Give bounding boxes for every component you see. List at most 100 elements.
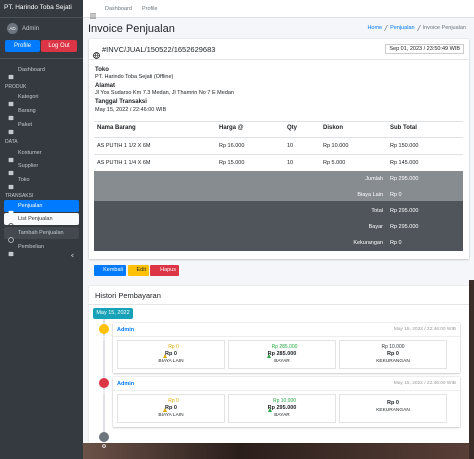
menu-label: Toko [18,177,30,183]
breadcrumb-item[interactable]: Penjualan [390,25,415,31]
stat-label: BIAYA LAIN [158,413,184,418]
stat-box: Rp 10.000 Rp 295.000 BAYAR [228,394,336,423]
field-value: PT. Harindo Toba Sejati (Offline) [95,74,174,80]
stat-label: KEKURANGAN [376,359,410,364]
menu-item[interactable]: Penjualan [4,200,79,217]
menu-item[interactable]: List Penjualan [4,213,79,229]
menu-icon [8,108,14,121]
menu-item[interactable]: Barang [4,105,79,121]
stat-value: Rp 0 [165,351,177,357]
menu-header: DATA [5,139,18,145]
menu-label: List Penjualan [18,216,53,222]
menu-item[interactable]: Toko [4,174,79,190]
table-cell: Rp 15.000 [219,160,245,166]
action-button[interactable]: Hapus [150,265,179,276]
chevron [70,204,75,217]
stat-change-row: Rp 10.000 [340,344,446,350]
timeline-icon-glyph [102,435,106,448]
breadcrumb-separator [384,24,388,32]
menu-label: Supplier [18,163,39,169]
menu-item[interactable]: Supplier [4,160,79,176]
avatar: AD [7,23,18,34]
stat-value: Rp 0 [387,351,399,357]
globe-icon [93,46,100,59]
stat-label: BIAYA LAIN [158,359,184,364]
change-arrow [163,399,168,412]
summary-label: Jumlah [365,176,383,182]
menu-item[interactable]: Kategori [4,91,79,107]
menu-item[interactable]: Pembelian [4,241,79,258]
timeline-icon-glyph [102,381,106,394]
menu-icon-svg [8,237,14,243]
summary-value: Rp 295.000 [390,224,419,230]
invoice-date: Sep 01, 2023 / 23:50:49 WIB [385,44,464,54]
summary-value: Rp 0 [390,240,402,246]
stat-change: Rp 0 [168,398,179,404]
menu-icon [8,122,14,135]
field-label: Tanggal Transaksi [95,99,147,105]
globe-icon-svg [93,52,100,59]
menu-icon [8,150,14,163]
stat-value: Rp 0 [387,400,399,406]
arrow-svg [163,408,168,412]
table-border [94,154,463,155]
stat-label: BAYAR [274,413,290,418]
menu-icon [8,244,14,257]
entry-time: May 15, 2022 / 22:46:00 WIB [393,327,456,332]
stat-value: Rp 295.000 [267,405,297,411]
menu-icon-svg [8,115,14,121]
menu-icon-svg [8,170,14,176]
logout-button[interactable]: Log Out [41,40,77,52]
breadcrumb-item[interactable]: Home [367,25,383,31]
stat-change: Rp 0 [168,344,179,350]
change-arrow [163,345,168,358]
timeline-icon [99,324,109,340]
nav-link[interactable]: Profile [142,6,158,12]
nav-link[interactable]: Dashboard [105,6,132,12]
entry-user[interactable]: Admin [117,327,135,333]
arrow-svg [266,354,271,358]
chevron [70,245,75,258]
stat-box: Rp 285.000 Rp 285.000 BAYAR [228,340,336,369]
stat-box: Rp 10.000 Rp 0 KEKURANGAN [339,340,447,369]
table-cell: Rp 150.000 [390,143,419,149]
table-cell: Rp 5.000 [323,160,346,166]
timeline-icon-glyph-svg [102,390,106,394]
stat-box: Rp 0 KEKURANGAN [339,394,447,423]
profile-button[interactable]: Profile [5,40,40,52]
stat-change-row: Rp 10.000 [229,398,335,412]
stat-box: Rp 0 Rp 0 BIAYA LAIN [117,394,225,423]
menu-item[interactable]: Paket [4,119,79,135]
summary-label: Bayar [368,224,383,230]
breadcrumb-separator [416,24,421,32]
menu-toggle-svg [90,13,96,19]
action-button[interactable]: Edit [128,265,149,276]
summary-value: Rp 295.000 [390,176,419,182]
summary-bg [94,171,463,201]
timeline-icon [99,432,109,448]
table-border [94,121,463,122]
timeline-icon-glyph-svg [102,444,106,448]
table-cell: Rp 16.000 [219,143,245,149]
menu-icon-svg [8,129,14,135]
menu-item[interactable]: Kostumer [4,147,79,163]
table-border [94,137,463,138]
menu-label: Barang [18,108,36,114]
table-cell: Rp 10.000 [323,143,349,149]
menu-icon [8,203,14,216]
action-button[interactable]: Kembali [94,265,126,276]
user-name: Admin [22,26,40,32]
stat-change-row: Rp 0 [118,398,224,412]
menu-icon-svg [8,74,14,80]
stat-change-row: Rp 0 [118,344,224,358]
avatar-text: AD [9,26,16,31]
menu-item[interactable]: Tambah Penjualan [4,227,79,243]
entry-user[interactable]: Admin [117,381,135,387]
field-value: May 15, 2022 / 22:46:00 WIB [95,107,167,113]
stat-box: Rp 0 Rp 0 BIAYA LAIN [117,340,225,369]
stat-change: Rp 10.000 [272,398,297,404]
field-label: Alamat [95,83,116,89]
stat-label: BAYAR [274,359,290,364]
menu-item[interactable]: Dashboard [4,64,79,80]
menu-label: Dashboard [18,67,45,73]
